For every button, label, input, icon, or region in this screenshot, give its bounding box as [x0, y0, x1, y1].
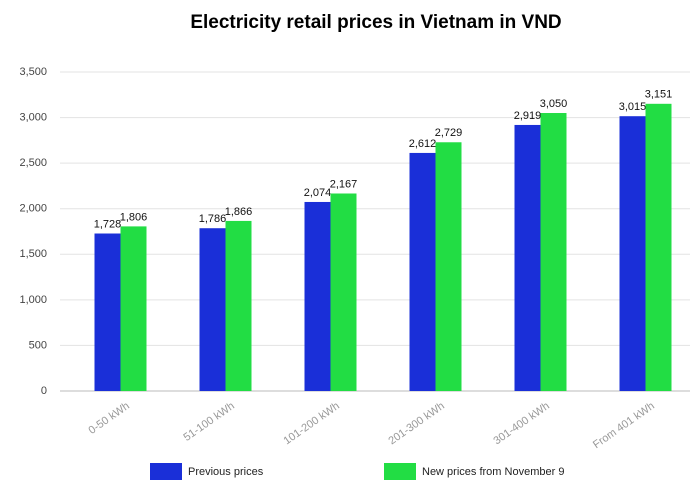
value-label: 2,612: [409, 138, 437, 150]
value-label: 3,015: [619, 101, 647, 113]
y-tick-label: 3,000: [19, 111, 47, 123]
value-label: 1,806: [120, 211, 148, 223]
bar: [199, 228, 226, 391]
value-label: 2,919: [514, 110, 542, 122]
y-tick-label: 2,500: [19, 157, 47, 169]
bar: [540, 113, 567, 391]
chart-title: Electricity retail prices in Vietnam in …: [190, 12, 561, 33]
value-label: 3,050: [540, 98, 568, 110]
x-tick-label: 301-400 kWh: [491, 400, 551, 447]
bar: [120, 226, 147, 391]
x-tick-label: 51-100 kWh: [181, 400, 236, 444]
bar: [514, 124, 541, 391]
value-label: 2,074: [304, 187, 332, 199]
x-tick-label: 0-50 kWh: [86, 400, 131, 437]
legend-label: New prices from November 9: [422, 466, 564, 478]
y-tick-label: 3,500: [19, 66, 47, 78]
value-label: 1,786: [199, 213, 227, 225]
y-tick-label: 2,000: [19, 203, 47, 215]
y-tick-label: 1,000: [19, 294, 47, 306]
bar: [435, 142, 462, 391]
value-label: 1,866: [225, 206, 253, 218]
x-tick-label: From 401 kWh: [591, 400, 657, 451]
x-tick-label: 101-200 kWh: [281, 400, 341, 447]
y-tick-label: 0: [41, 385, 47, 397]
value-label: 2,729: [435, 127, 463, 139]
legend-swatch: [150, 463, 182, 480]
legend-label: Previous prices: [188, 466, 264, 478]
bar: [94, 233, 121, 391]
bar: [409, 152, 436, 391]
bar: [225, 220, 252, 391]
legend-swatch: [384, 463, 416, 480]
value-label: 3,151: [645, 89, 673, 101]
y-tick-label: 1,500: [19, 248, 47, 260]
bar: [330, 193, 357, 391]
bar: [619, 116, 646, 391]
value-label: 2,167: [330, 178, 358, 190]
y-tick-label: 500: [29, 339, 47, 351]
bar: [304, 201, 331, 391]
value-label: 1,728: [94, 218, 122, 230]
x-tick-label: 201-300 kWh: [386, 400, 446, 447]
bar: [645, 103, 672, 391]
